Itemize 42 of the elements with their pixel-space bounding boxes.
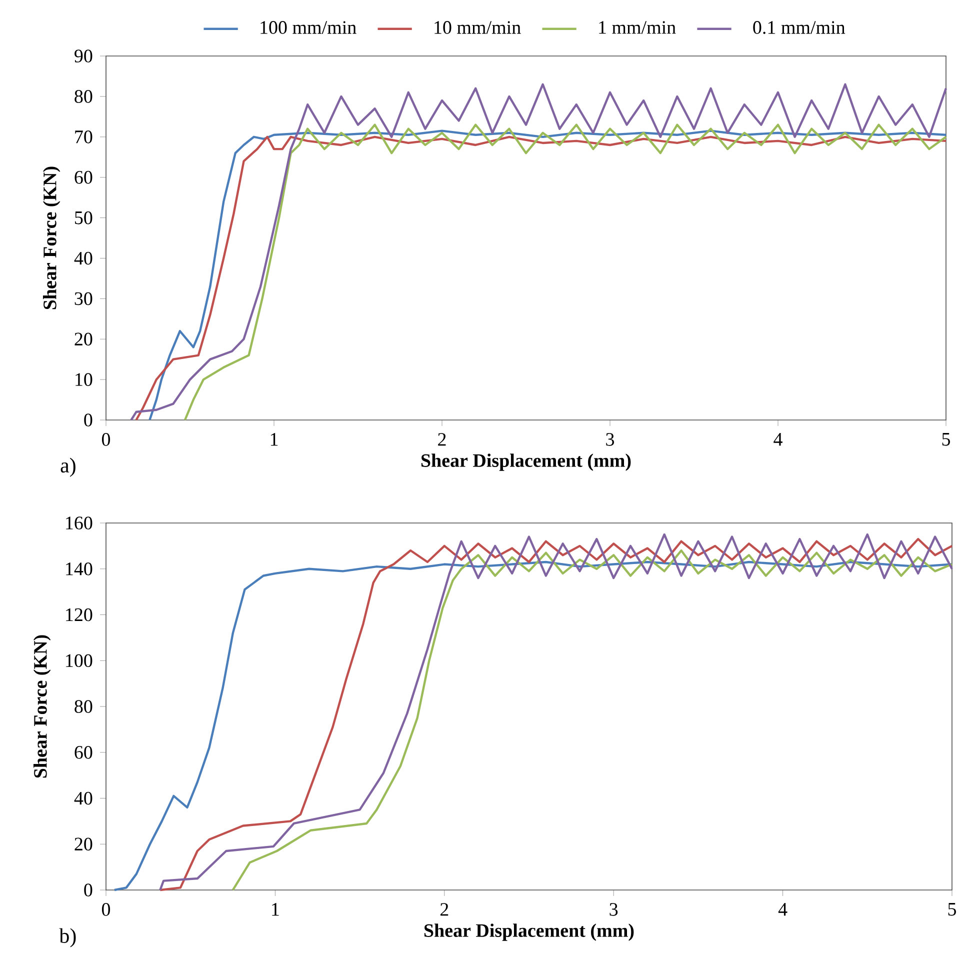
y-tick-label: 80 xyxy=(74,700,92,713)
x-tick-label: 3 xyxy=(606,433,614,446)
y-tick-label: 10 xyxy=(76,373,92,386)
y-tick-label: 40 xyxy=(74,792,92,805)
y-tick-label: 60 xyxy=(74,746,92,759)
y-tick-label: 80 xyxy=(74,90,92,103)
y-tick-label: 60 xyxy=(74,170,92,184)
x-axis-title: Shear Displacement (mm) xyxy=(424,924,634,941)
x-tick-label: 3 xyxy=(610,903,618,916)
y-tick-label: 140 xyxy=(66,562,92,576)
y-tick-label: 160 xyxy=(66,516,92,530)
text: b) xyxy=(59,928,76,948)
y-tick-label: 20 xyxy=(74,332,92,346)
x-axis-title: Shear Displacement (mm) xyxy=(421,454,631,471)
y-axis-title: Shear Force (KN) xyxy=(33,635,51,778)
x-tick-label: 1 xyxy=(270,433,278,446)
y-tick-label: 90 xyxy=(74,50,92,62)
legend-label: 0.1 mm/min xyxy=(753,21,846,34)
legend-label: 10 mm/min xyxy=(434,21,521,34)
x-tick-label: 4 xyxy=(774,433,782,446)
y-tick-label: 40 xyxy=(74,252,92,265)
x-tick-label: 5 xyxy=(948,903,956,916)
x-tick-label: 2 xyxy=(438,433,446,446)
x-tick-label: 5 xyxy=(942,433,950,446)
y-axis-title: Shear Force (KN) xyxy=(42,166,60,310)
legend-label: 1 mm/min xyxy=(599,21,676,34)
x-tick-label: 0 xyxy=(102,903,110,916)
x-tick-label: 1 xyxy=(272,903,279,916)
legend-label: 100 mm/min xyxy=(260,21,356,34)
text: a) xyxy=(60,458,76,477)
y-tick-label: 0 xyxy=(84,414,92,426)
y-tick-label: 30 xyxy=(74,292,92,306)
x-tick-label: 2 xyxy=(440,903,448,916)
y-tick-label: 20 xyxy=(74,838,92,851)
line-series xyxy=(130,83,948,422)
x-tick-label: 0 xyxy=(102,433,110,446)
y-tick-label: 50 xyxy=(75,211,92,224)
y-tick-label: 120 xyxy=(66,608,92,622)
y-tick-label: 70 xyxy=(75,130,92,144)
x-tick-label: 4 xyxy=(778,903,788,916)
y-tick-label: 0 xyxy=(84,884,92,896)
y-tick-label: 100 xyxy=(66,654,92,668)
